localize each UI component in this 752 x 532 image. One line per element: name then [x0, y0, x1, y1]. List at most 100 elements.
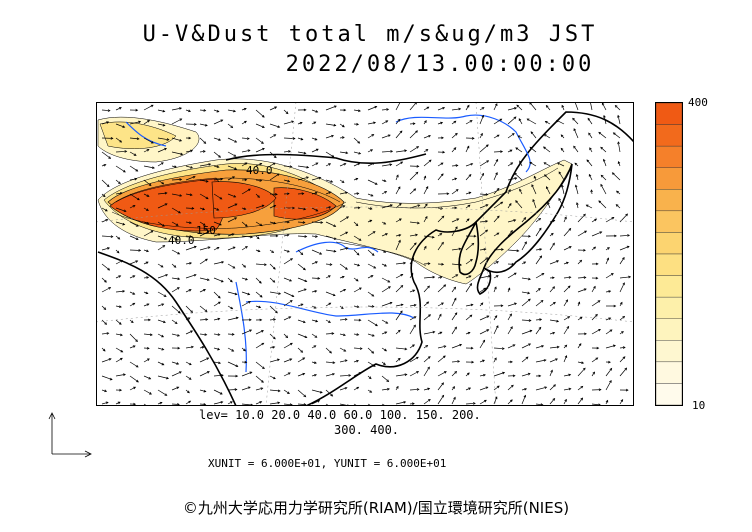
- wind-arrow: [185, 235, 192, 238]
- wind-arrow: [297, 235, 307, 237]
- wind-arrow: [171, 165, 177, 168]
- wind-arrow-head: [272, 345, 276, 349]
- wind-arrow: [558, 171, 565, 181]
- wind-arrow: [199, 231, 210, 237]
- wind-arrow: [437, 107, 445, 111]
- wind-arrow: [283, 300, 293, 307]
- wind-arrow-head: [416, 146, 420, 149]
- wind-arrow: [157, 347, 164, 351]
- wind-arrow-head: [217, 347, 221, 351]
- wind-arrow: [297, 357, 305, 363]
- wind-arrow: [521, 291, 530, 294]
- wind-arrow-head: [102, 194, 106, 198]
- wind-arrow: [479, 107, 485, 111]
- wind-arrow-head: [531, 184, 534, 187]
- wind-arrow: [199, 150, 206, 153]
- wind-arrow-head: [600, 146, 604, 150]
- wind-arrow: [619, 276, 631, 279]
- wind-arrow: [129, 333, 138, 342]
- wind-arrow: [547, 202, 551, 209]
- wind-arrow: [227, 137, 237, 143]
- wind-arrow-head: [396, 385, 399, 389]
- wind-arrow: [465, 243, 474, 251]
- wind-arrow-head: [417, 221, 420, 225]
- wind-arrow: [227, 291, 237, 295]
- wind-arrow-head: [583, 276, 587, 279]
- wind-arrow: [227, 176, 235, 181]
- wind-arrow: [101, 401, 109, 405]
- dust-wind-map: 40.0 150 40.0: [96, 102, 634, 406]
- wind-arrow-head: [620, 399, 624, 402]
- wind-arrow: [143, 149, 150, 153]
- wind-arrow-head: [345, 247, 349, 250]
- wind-arrow: [535, 255, 542, 265]
- wind-arrow-head: [523, 217, 527, 220]
- wind-arrow: [451, 312, 458, 321]
- colorbar-swatch: [655, 167, 683, 190]
- wind-arrow-head: [455, 226, 458, 230]
- wind-arrow-head: [357, 162, 361, 166]
- wind-arrow-head: [261, 380, 264, 383]
- wind-arrow: [115, 221, 125, 225]
- wind-arrow-head: [485, 144, 489, 148]
- wind-arrow-head: [444, 371, 447, 374]
- wind-arrow: [157, 303, 164, 307]
- wind-arrow: [339, 347, 346, 352]
- wind-arrow: [171, 361, 179, 365]
- wind-arrow-head: [615, 204, 619, 207]
- wind-arrow-head: [149, 392, 152, 395]
- wind-arrow-head: [344, 318, 348, 321]
- wind-arrow-head: [161, 362, 165, 366]
- wind-arrow: [479, 173, 484, 181]
- wind-arrow-head: [529, 329, 533, 333]
- wind-arrow: [619, 347, 626, 349]
- wind-arrow: [600, 175, 607, 181]
- wind-arrow-head: [272, 376, 276, 380]
- wind-arrow-head: [538, 227, 542, 231]
- wind-arrow-head: [300, 137, 304, 141]
- wind-arrow: [171, 287, 180, 293]
- wind-arrow-head: [515, 147, 519, 150]
- wind-arrow-head: [106, 184, 110, 188]
- wind-arrow-head: [552, 286, 555, 289]
- wind-arrow-head: [179, 107, 183, 110]
- wind-arrow-head: [341, 180, 345, 183]
- wind-arrow: [185, 289, 192, 293]
- wind-arrow-head: [358, 372, 362, 375]
- wind-arrow-head: [511, 262, 515, 266]
- wind-arrow: [465, 204, 471, 209]
- wind-arrow: [157, 148, 167, 153]
- wind-arrow-head: [122, 222, 126, 226]
- wind-arrow-head: [538, 374, 542, 378]
- border-west: [97, 251, 237, 406]
- wind-arrow-head: [357, 206, 361, 210]
- wind-arrow-head: [250, 235, 254, 239]
- wind-arrow: [519, 189, 523, 195]
- wind-arrow: [241, 291, 250, 295]
- wind-arrow: [157, 333, 164, 338]
- wind-arrow-head: [317, 277, 321, 280]
- wind-arrow: [493, 396, 498, 405]
- wind-arrow: [241, 149, 250, 153]
- wind-arrow-head: [135, 108, 139, 112]
- wind-arrow-head: [398, 218, 402, 221]
- wind-arrow-head: [320, 221, 324, 224]
- wind-arrow: [255, 361, 265, 369]
- wind-arrow-head: [177, 251, 181, 255]
- wind-arrow-head: [369, 219, 373, 223]
- wind-arrow-head: [592, 371, 596, 375]
- wind-arrow-head: [427, 262, 431, 265]
- wind-arrow-head: [453, 147, 457, 150]
- wind-arrow: [269, 305, 278, 314]
- wind-arrow-head: [485, 193, 489, 196]
- wind-arrow: [227, 263, 235, 269]
- wind-arrow: [171, 179, 182, 181]
- wind-arrow: [423, 285, 430, 293]
- wind-arrow-head: [275, 310, 278, 314]
- wind-arrow: [549, 346, 560, 349]
- wind-arrow: [395, 174, 399, 181]
- wind-arrow-head: [588, 173, 592, 177]
- wind-arrow: [185, 346, 194, 349]
- wind-arrow: [255, 375, 264, 383]
- wind-arrow-head: [471, 242, 475, 246]
